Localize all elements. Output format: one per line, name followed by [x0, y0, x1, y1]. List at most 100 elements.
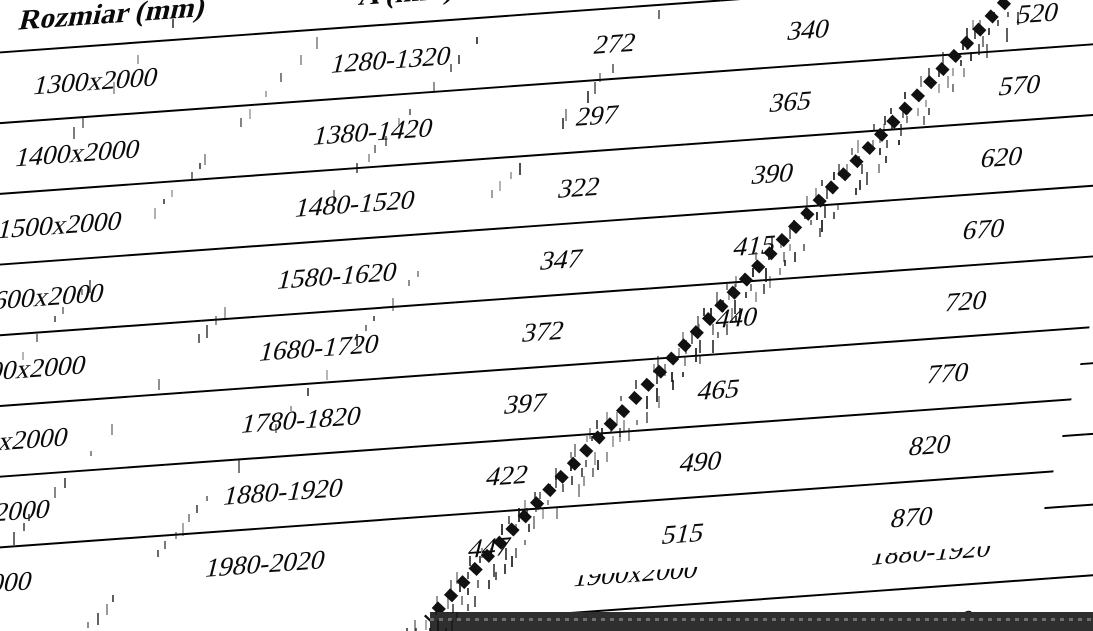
shear-tick-mark: [456, 572, 458, 584]
shear-tick-mark: [838, 164, 840, 176]
shear-tick-mark: [717, 332, 719, 338]
shear-tick-mark: [447, 596, 449, 609]
shear-tick-mark: [942, 52, 944, 65]
shear-tick-mark: [137, 55, 139, 64]
shear-tick-mark: [435, 604, 437, 615]
shear-tick-mark: [38, 505, 40, 513]
shear-tick-mark: [204, 154, 206, 165]
shear-tick-mark: [198, 334, 200, 343]
shear-tick-mark: [450, 64, 452, 72]
shear-tick-mark: [456, 612, 458, 618]
shear-tick-mark: [515, 548, 517, 558]
shear-tick-mark: [793, 220, 795, 230]
shear-tick-mark: [819, 228, 821, 237]
shear-tick-mark: [461, 596, 463, 605]
shear-tick-mark: [433, 82, 435, 93]
shear-tick-mark: [333, 190, 335, 203]
shear-tick-mark: [528, 524, 530, 532]
shear-tick-mark: [157, 550, 159, 557]
shear-tick-mark: [467, 604, 469, 611]
shear-tick-mark: [112, 595, 114, 602]
shear-tick-mark: [879, 132, 881, 143]
shear-tick-mark: [191, 172, 193, 179]
shear-tick-mark: [417, 271, 419, 277]
shear-tick-mark: [594, 82, 596, 94]
shear-tick-mark: [664, 364, 666, 376]
shear-tick-mark: [779, 268, 781, 275]
shear-tick-mark: [855, 188, 857, 195]
shear-tick-mark: [789, 228, 791, 239]
shear-tick-mark: [620, 396, 622, 401]
shear-tick-mark: [925, 100, 927, 107]
shear-tick-mark: [606, 452, 608, 462]
shear-tick-mark: [535, 500, 537, 512]
shear-tick-mark: [653, 364, 655, 373]
cell-rozmiar: 2000x2000: [0, 537, 147, 631]
shear-tick-mark: [851, 148, 853, 155]
shear-tick-mark: [562, 118, 564, 129]
shear-tick-mark: [436, 596, 438, 604]
shear-tick-mark: [1007, 12, 1009, 17]
shear-tick-mark: [275, 424, 277, 433]
shear-tick-mark: [499, 181, 501, 191]
shear-tick-mark: [555, 476, 557, 488]
shear-tick-mark: [703, 308, 705, 316]
shear-tick-mark: [616, 412, 618, 424]
shear-tick-mark: [224, 307, 226, 319]
shear-tick-mark: [804, 212, 806, 219]
shear-tick-mark: [119, 73, 121, 79]
shear-tick-mark: [752, 268, 754, 277]
shear-tick-mark: [591, 436, 593, 441]
shear-tick-mark: [656, 372, 658, 384]
shear-tick-mark: [765, 268, 767, 282]
shear-tick-mark: [728, 292, 730, 300]
shear-tick-mark: [215, 316, 217, 325]
shear-tick-mark: [89, 280, 91, 293]
shear-tick-mark: [978, 44, 980, 55]
screenshot-root: Rozmiar (mm)A (mm)B (mm)C (mm)R (mm) 130…: [0, 0, 1093, 631]
cell-c: 515: [578, 491, 789, 576]
shear-tick-mark: [726, 324, 728, 335]
shear-tick-mark: [385, 136, 387, 146]
table-body: 1300x2000 1280-1320 272 340 520 1400x2000 1380…: [0, 0, 1093, 631]
shear-tick-mark: [612, 64, 614, 73]
shear-tick-mark: [28, 514, 30, 521]
shear-tick-mark: [467, 572, 469, 579]
shear-tick-mark: [82, 118, 84, 128]
shear-tick-mark: [249, 109, 251, 119]
shear-tick-mark: [857, 140, 859, 153]
shear-tick-mark: [518, 508, 520, 522]
shear-tick-mark: [515, 524, 517, 532]
shear-tick-mark: [619, 436, 621, 442]
shear-tick-mark: [699, 340, 701, 353]
shear-tick-mark: [539, 492, 541, 499]
shear-tick-mark: [106, 604, 108, 615]
shear-tick-mark: [307, 388, 309, 396]
shear-tick-mark: [891, 116, 893, 129]
shear-tick-mark: [504, 564, 506, 574]
shear-tick-mark: [238, 460, 240, 473]
shear-tick-mark: [601, 428, 603, 440]
shear-tick-mark: [646, 412, 648, 423]
shear-tick-mark: [501, 524, 503, 535]
shear-tick-mark: [872, 140, 874, 151]
shear-tick-mark: [265, 91, 267, 97]
shear-tick-mark: [695, 348, 697, 362]
shear-tick-mark: [821, 180, 823, 186]
shear-tick-mark: [750, 284, 752, 291]
shear-tick-mark: [196, 505, 198, 513]
shear-tick-mark: [768, 252, 770, 260]
shear-tick-mark: [175, 532, 177, 539]
shear-tick-mark: [900, 124, 902, 136]
shear-tick-mark: [682, 372, 684, 377]
shear-tick-mark: [824, 204, 826, 218]
shear-tick-mark: [803, 244, 805, 251]
shear-tick-mark: [477, 580, 479, 588]
shear-tick-mark: [684, 356, 686, 366]
shear-tick-mark: [734, 284, 736, 289]
shear-tick-mark: [476, 37, 478, 44]
shear-tick-mark: [356, 163, 358, 173]
shear-tick-mark: [13, 532, 15, 545]
shear-tick-mark: [171, 190, 173, 197]
shear-tick-mark: [810, 220, 812, 225]
